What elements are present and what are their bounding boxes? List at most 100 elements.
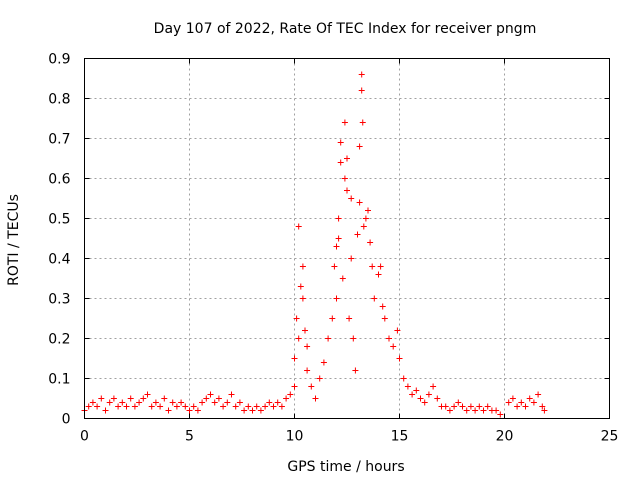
data-point xyxy=(140,395,147,402)
data-point xyxy=(245,403,252,410)
data-point xyxy=(178,399,185,406)
data-point xyxy=(157,403,164,410)
data-point xyxy=(348,255,355,262)
data-point xyxy=(316,375,323,382)
data-point xyxy=(94,403,101,410)
data-point xyxy=(350,335,357,342)
data-point xyxy=(348,195,355,202)
data-point xyxy=(291,383,298,390)
data-point xyxy=(425,391,432,398)
data-point xyxy=(493,407,500,414)
y-tick-label: 0.4 xyxy=(48,252,70,268)
data-point xyxy=(451,403,458,410)
data-point xyxy=(228,391,235,398)
data-point xyxy=(390,343,397,350)
data-point xyxy=(467,403,474,410)
data-point xyxy=(182,403,189,410)
data-point xyxy=(377,263,384,270)
data-point xyxy=(325,335,332,342)
data-point xyxy=(186,407,193,414)
data-point xyxy=(161,395,168,402)
data-point xyxy=(297,283,304,290)
x-tick-label: 25 xyxy=(601,429,619,445)
data-point xyxy=(417,395,424,402)
y-tick-label: 0.8 xyxy=(48,92,70,108)
data-point xyxy=(472,407,479,414)
data-point xyxy=(339,275,346,282)
data-point xyxy=(266,399,273,406)
y-tick-label: 0.6 xyxy=(48,172,70,188)
data-point xyxy=(362,215,369,222)
data-point xyxy=(476,403,483,410)
x-axis-title: GPS time / hours xyxy=(287,459,404,475)
data-point xyxy=(333,243,340,250)
data-point xyxy=(354,231,361,238)
data-point xyxy=(480,407,487,414)
x-tick-label: 15 xyxy=(391,429,409,445)
data-point xyxy=(404,383,411,390)
data-point xyxy=(459,403,466,410)
data-point xyxy=(123,403,130,410)
data-point xyxy=(299,295,306,302)
data-point xyxy=(274,399,281,406)
data-point xyxy=(131,403,138,410)
chart-title: Day 107 of 2022, Rate Of TEC Index for r… xyxy=(154,21,537,37)
plot-frame xyxy=(84,58,610,419)
data-point xyxy=(287,391,294,398)
data-point xyxy=(518,399,525,406)
data-point xyxy=(358,71,365,78)
data-point xyxy=(400,375,407,382)
data-point xyxy=(89,399,96,406)
grid-lines xyxy=(84,58,610,419)
y-tick-label: 0.5 xyxy=(48,212,70,228)
data-point xyxy=(421,399,428,406)
data-point xyxy=(262,403,269,410)
data-points xyxy=(81,71,548,418)
data-point xyxy=(299,263,306,270)
x-tick-label: 10 xyxy=(286,429,304,445)
data-point xyxy=(152,399,159,406)
data-point xyxy=(369,263,376,270)
data-point xyxy=(119,399,126,406)
data-point xyxy=(359,119,366,126)
data-point xyxy=(526,395,533,402)
data-point xyxy=(211,399,218,406)
data-point xyxy=(320,359,327,366)
data-point xyxy=(497,411,504,418)
data-point xyxy=(434,395,441,402)
data-point xyxy=(379,303,386,310)
x-tick-label: 5 xyxy=(185,429,194,445)
data-point xyxy=(253,403,260,410)
data-point xyxy=(270,403,277,410)
data-point xyxy=(337,159,344,166)
data-point xyxy=(514,403,521,410)
data-point xyxy=(98,395,105,402)
data-point xyxy=(337,139,344,146)
data-point xyxy=(291,355,298,362)
data-point xyxy=(381,315,388,322)
data-point xyxy=(194,407,201,414)
data-point xyxy=(375,271,382,278)
data-point xyxy=(115,403,122,410)
data-point xyxy=(295,223,302,230)
data-point xyxy=(484,403,491,410)
data-point xyxy=(220,403,227,410)
data-point xyxy=(331,263,338,270)
data-point xyxy=(409,391,416,398)
data-point xyxy=(148,403,155,410)
data-point xyxy=(346,315,353,322)
data-point xyxy=(85,403,92,410)
data-point xyxy=(312,395,319,402)
data-point xyxy=(430,383,437,390)
data-point xyxy=(522,403,529,410)
data-point xyxy=(232,403,239,410)
data-point xyxy=(136,399,143,406)
x-tick-label: 20 xyxy=(496,429,514,445)
data-point xyxy=(358,87,365,94)
data-point xyxy=(344,187,350,194)
data-point xyxy=(144,391,151,398)
data-point xyxy=(241,407,248,414)
data-point xyxy=(304,343,311,350)
data-point xyxy=(371,295,378,302)
